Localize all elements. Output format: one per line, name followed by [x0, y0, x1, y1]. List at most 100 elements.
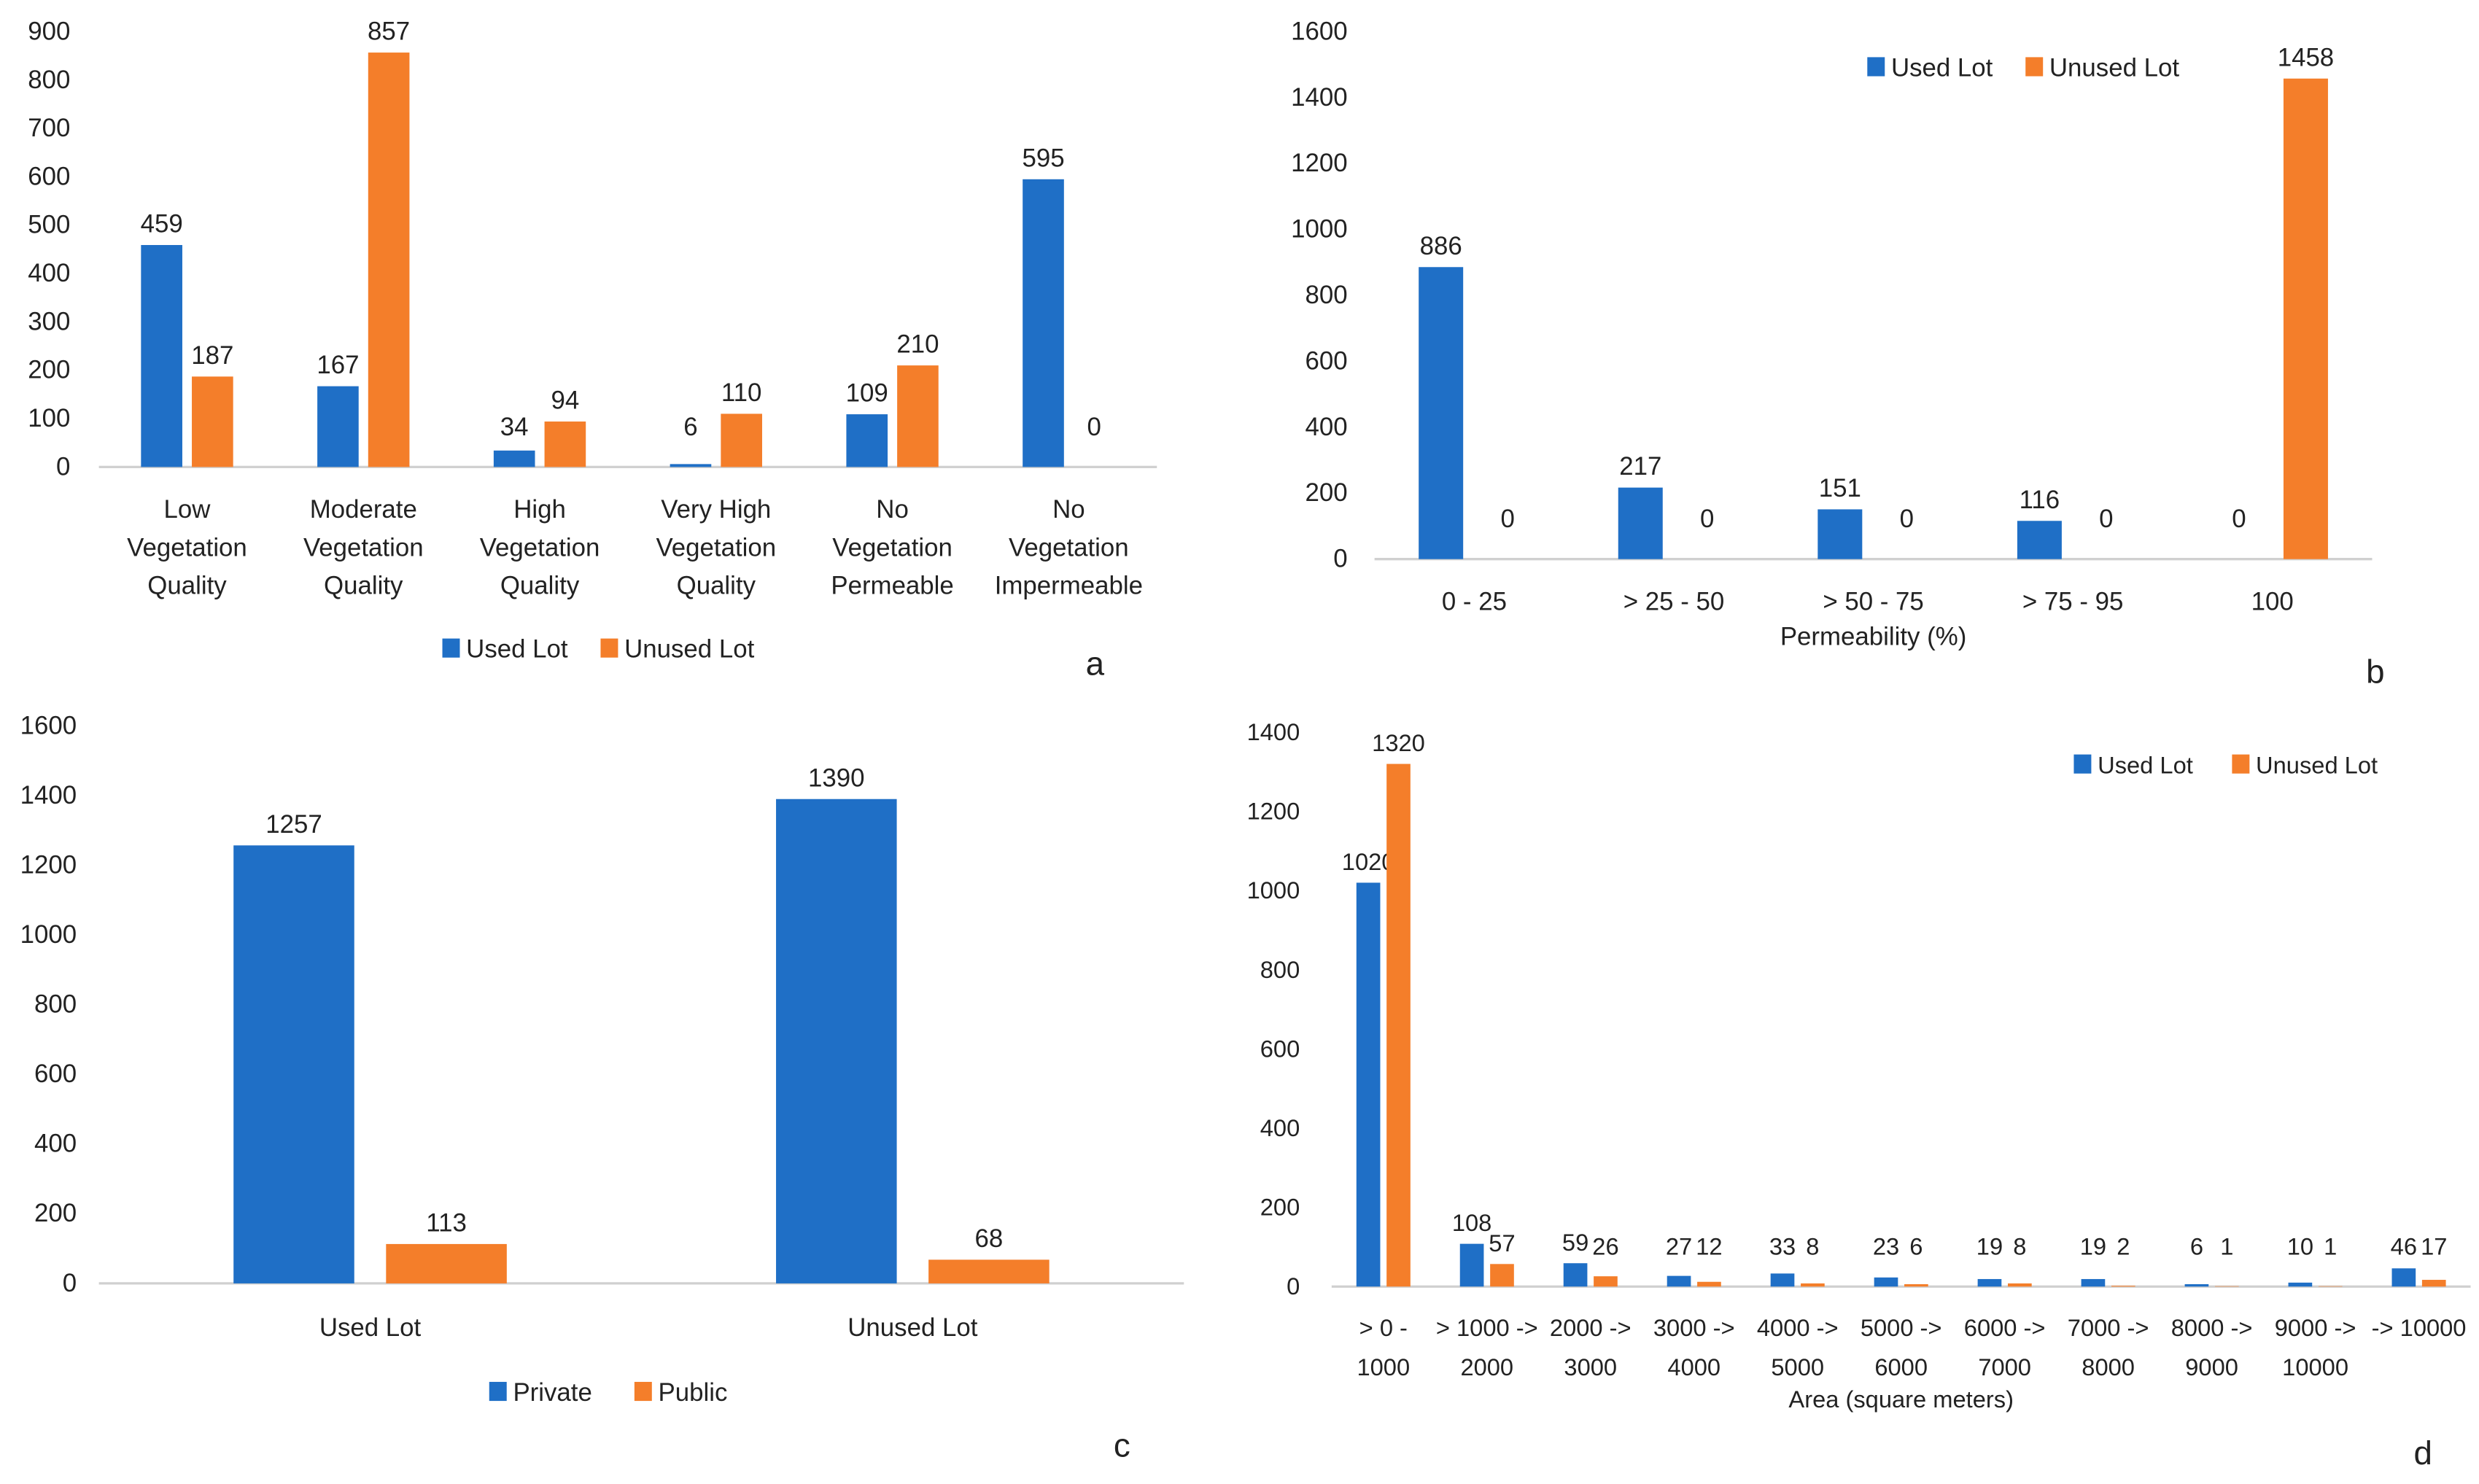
- x-tick-label: 10000: [2282, 1353, 2348, 1380]
- x-tick-label: No: [1052, 495, 1085, 524]
- bar-unused-lot: [544, 421, 586, 467]
- data-label: 1320: [1372, 729, 1425, 756]
- data-label: 1458: [2278, 43, 2334, 71]
- bar-unused-lot: [1594, 1276, 1618, 1287]
- x-tick-label: 4000 ->: [1757, 1314, 1839, 1341]
- x-tick-label: Vegetation: [127, 533, 247, 562]
- x-tick-label: 5000: [1771, 1353, 1824, 1380]
- data-label: 6: [683, 413, 697, 441]
- x-tick-label: Quality: [500, 572, 580, 600]
- bar-unused-lot: [721, 413, 762, 467]
- bar-unused-lot: [1801, 1283, 1825, 1287]
- data-label: 2: [2117, 1233, 2130, 1260]
- bar-used-lot: [1459, 1243, 1484, 1287]
- data-label: 0: [2099, 505, 2113, 533]
- x-tick-label: 100: [2251, 587, 2294, 615]
- data-label: 68: [975, 1224, 1004, 1253]
- x-tick-label: High: [513, 495, 566, 524]
- x-tick-label: Low: [164, 495, 212, 524]
- data-label: 0: [1087, 413, 1101, 441]
- y-tick-label: 800: [28, 66, 70, 94]
- x-tick-label: 4000: [1667, 1353, 1720, 1380]
- legend-swatch: [634, 1381, 652, 1402]
- bar-unused-lot: [1386, 764, 1411, 1287]
- y-tick-label: 0: [63, 1269, 77, 1297]
- data-label: 167: [317, 351, 359, 379]
- data-label: 595: [1022, 144, 1064, 172]
- y-tick-label: 800: [34, 990, 77, 1019]
- data-label: 113: [426, 1208, 467, 1237]
- chart-c: 0 200 400 600 800 1000 1200 1400 1600 1257 113 Used…: [20, 711, 1184, 1464]
- x-tick-label: Vegetation: [832, 533, 953, 562]
- data-label: 10: [2287, 1233, 2313, 1260]
- legend-label: Unused Lot: [2049, 54, 2179, 82]
- bar-used-lot: [2081, 1278, 2106, 1287]
- bar-used-lot: [1817, 509, 1863, 559]
- x-tick-label: > 75 - 95: [2022, 587, 2123, 615]
- data-label: 17: [2421, 1233, 2447, 1260]
- bar-used-lot: [493, 450, 535, 467]
- data-label: 19: [1976, 1233, 2003, 1260]
- legend-label: Unused Lot: [2256, 752, 2378, 779]
- legend-swatch: [2232, 754, 2250, 774]
- legend-swatch: [2025, 57, 2044, 77]
- x-tick-label: Vegetation: [480, 533, 600, 562]
- data-label: 6: [2190, 1233, 2203, 1260]
- data-label: 26: [1592, 1233, 1618, 1260]
- bar-used-lot: [670, 464, 712, 467]
- y-tick-label: 1400: [1247, 718, 1300, 745]
- legend-label: Used Lot: [466, 635, 568, 664]
- x-tick-label: Unused Lot: [847, 1313, 977, 1342]
- x-tick-label: No: [876, 495, 909, 524]
- x-tick-label: 6000: [1874, 1353, 1928, 1380]
- legend-swatch: [2073, 754, 2092, 774]
- y-tick-label: 600: [1306, 346, 1348, 375]
- y-tick-label: 300: [28, 307, 70, 335]
- x-tick-label: -> 10000: [2372, 1314, 2467, 1341]
- y-tick-label: 500: [28, 211, 70, 239]
- y-tick-label: 200: [1306, 478, 1348, 507]
- x-tick-label: 1000: [1357, 1353, 1410, 1380]
- y-tick-label: 400: [34, 1130, 77, 1158]
- x-tick-label: 6000 ->: [1964, 1314, 2046, 1341]
- legend: Used Lot Unused Lot: [1867, 54, 2179, 82]
- chart-d: 0 200 400 600 800 1000 1200 1400 1020 1320 > 0 - 10…: [1247, 718, 2471, 1472]
- y-tick-label: 1000: [20, 920, 77, 949]
- data-label: 108: [1452, 1209, 1492, 1236]
- bar-used-lot: [846, 414, 888, 467]
- bar-used-lot: [1618, 487, 1663, 559]
- data-label: 19: [2080, 1233, 2106, 1260]
- data-label: 1257: [265, 810, 322, 839]
- y-tick-label: 1000: [1247, 877, 1300, 904]
- x-tick-label: 2000 ->: [1550, 1314, 1632, 1341]
- y-tick-label: 1400: [1291, 83, 1347, 112]
- bar-used-lot: [2017, 521, 2062, 559]
- bar-unused-lot: [1490, 1264, 1514, 1287]
- data-label: 34: [500, 413, 529, 441]
- y-tick-label: 1600: [20, 711, 77, 739]
- x-tick-label: 5000 ->: [1861, 1314, 1942, 1341]
- x-tick-label: Very High: [661, 495, 771, 524]
- bar-private: [776, 799, 897, 1283]
- y-tick-label: 0: [56, 452, 70, 481]
- bar-unused-lot: [2214, 1286, 2239, 1287]
- x-tick-label: 7000 ->: [2068, 1314, 2149, 1341]
- data-label: 94: [551, 386, 580, 415]
- y-tick-label: 200: [1260, 1194, 1300, 1221]
- bar-unused-lot: [2008, 1283, 2032, 1287]
- legend-swatch: [1867, 57, 1885, 77]
- panel-label: d: [2413, 1434, 2432, 1472]
- bar-used-lot: [317, 386, 359, 467]
- data-label: 1390: [808, 764, 864, 792]
- y-tick-label: 800: [1306, 281, 1348, 309]
- x-tick-label: Quality: [324, 572, 403, 600]
- data-label: 46: [2391, 1233, 2417, 1260]
- chart-a: 0 100 200 300 400 500 600 700 800 900 459 187 Low Veg…: [28, 17, 1157, 683]
- panel-label: c: [1114, 1426, 1130, 1464]
- legend-label: Unused Lot: [624, 635, 754, 664]
- data-label: 0: [1700, 505, 1714, 533]
- x-tick-label: 2000: [1460, 1353, 1513, 1380]
- x-tick-label: > 0 -: [1359, 1314, 1408, 1341]
- x-tick-label: 8000 ->: [2171, 1314, 2253, 1341]
